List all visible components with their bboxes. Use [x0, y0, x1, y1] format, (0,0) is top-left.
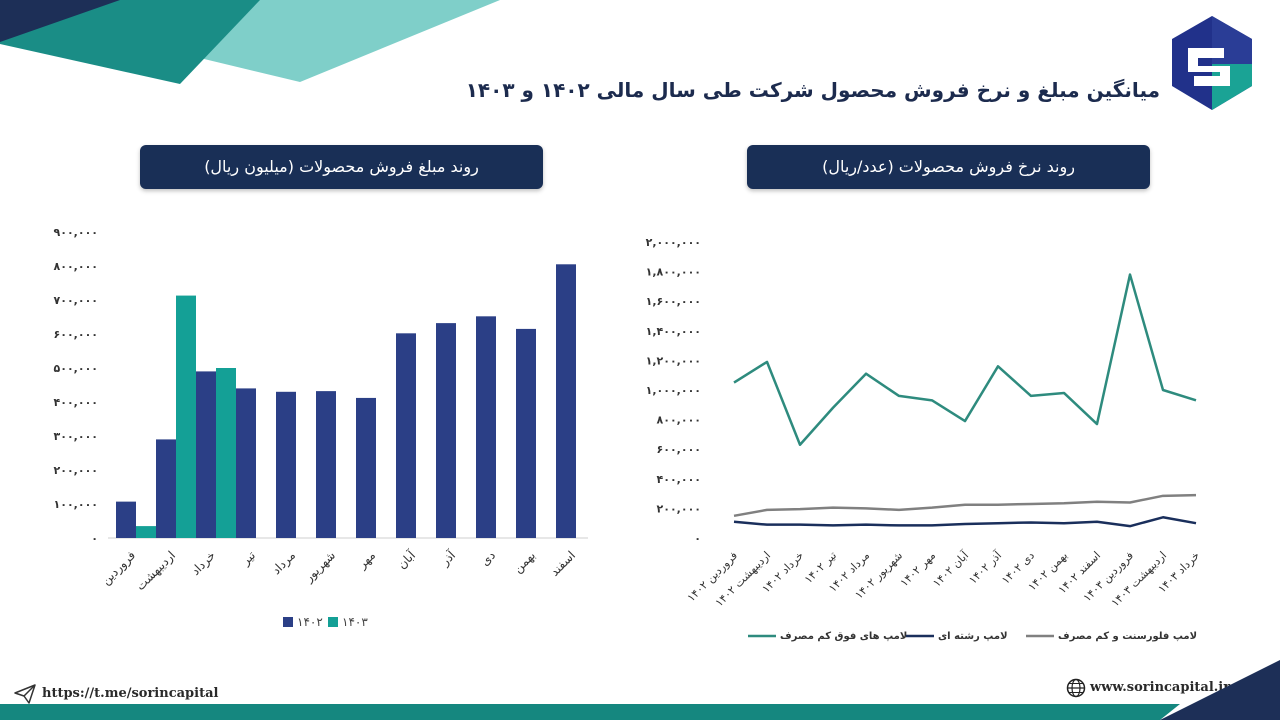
y-tick-label: ۱۰۰,۰۰۰	[54, 498, 98, 511]
page-title: میانگین مبلغ و نرخ فروش محصول شرکت طی سا…	[465, 78, 1160, 102]
y-tick-label: ۰	[694, 532, 701, 545]
y-tick-label: ۸۰۰,۰۰۰	[54, 260, 98, 273]
series-line	[733, 273, 1197, 447]
bar-1402	[556, 264, 576, 538]
bar-1403	[216, 368, 236, 538]
y-tick-label: ۵۰۰,۰۰۰	[54, 362, 98, 375]
bar-1402	[476, 316, 496, 538]
line-chart-title: روند نرخ فروش محصولات (عدد/ریال)	[747, 145, 1150, 189]
footer-decoration	[0, 660, 1280, 720]
bar-1402	[156, 439, 176, 538]
y-tick-label: ۸۰۰,۰۰۰	[657, 414, 701, 427]
bar-1402	[356, 397, 376, 538]
y-tick-label: ۹۰۰,۰۰۰	[54, 226, 98, 239]
globe-icon	[1066, 678, 1086, 698]
x-tick-label: آبان ۱۴۰۲	[930, 548, 972, 590]
bar-1402	[436, 323, 456, 538]
legend-swatch	[283, 617, 293, 627]
y-tick-label: ۲۰۰,۰۰۰	[54, 464, 98, 477]
send-icon	[14, 684, 36, 704]
y-tick-label: ۶۰۰,۰۰۰	[54, 328, 98, 341]
bar-1402	[516, 328, 536, 538]
y-tick-label: ۱,۴۰۰,۰۰۰	[646, 325, 701, 338]
bar-1402	[396, 333, 416, 538]
bar-chart: ۰ ۱۰۰,۰۰۰ ۲۰۰,۰۰۰ ۳۰۰,۰۰۰ ۴۰۰,۰۰۰ ۵۰۰,۰۰۰ ۶۰۰,…	[54, 226, 588, 629]
bar-1403	[176, 295, 196, 538]
legend-label: لامپ رشته ای	[938, 631, 1008, 642]
y-tick-label: ۴۰۰,۰۰۰	[54, 396, 98, 409]
y-tick-label: ۲۰۰,۰۰۰	[657, 502, 701, 515]
legend-label: ۱۴۰۲	[297, 615, 323, 629]
legend-label: ۱۴۰۳	[342, 615, 368, 629]
y-tick-label: ۴۰۰,۰۰۰	[657, 473, 701, 486]
bar-1402	[316, 391, 336, 538]
y-tick-label: ۱,۲۰۰,۰۰۰	[646, 354, 701, 367]
y-tick-label: ۱,۶۰۰,۰۰۰	[646, 295, 701, 308]
bar-1402	[236, 388, 256, 538]
bar-1402	[276, 391, 296, 538]
x-tick-label: آذر ۱۴۰۲	[966, 548, 1005, 587]
y-tick-label: ۶۰۰,۰۰۰	[657, 443, 701, 456]
bar-chart-title: روند مبلغ فروش محصولات (میلیون ریال)	[140, 145, 543, 189]
y-tick-label: ۲,۰۰۰,۰۰۰	[646, 236, 701, 249]
legend-swatch	[328, 617, 338, 627]
y-tick-label: ۷۰۰,۰۰۰	[54, 294, 98, 307]
bar-1402	[116, 501, 136, 538]
legend-label: لامپ فلورسنت و کم مصرف	[1058, 631, 1197, 642]
series-line	[733, 516, 1197, 528]
series-line	[733, 493, 1197, 518]
bar-1402	[196, 371, 216, 538]
bar-1403	[136, 526, 156, 538]
header-decoration	[0, 0, 500, 84]
telegram-link[interactable]: https://t.me/sorincapital	[42, 686, 219, 701]
y-tick-label: ۱,۰۰۰,۰۰۰	[646, 384, 701, 397]
company-logo	[1172, 16, 1252, 110]
website-link[interactable]: www.sorincapital.ir	[1090, 680, 1231, 695]
y-tick-label: ۱,۸۰۰,۰۰۰	[646, 266, 701, 279]
legend-label: لامپ های فوق کم مصرف	[780, 631, 907, 642]
y-tick-label: ۰	[91, 532, 98, 545]
y-tick-label: ۳۰۰,۰۰۰	[54, 430, 98, 443]
